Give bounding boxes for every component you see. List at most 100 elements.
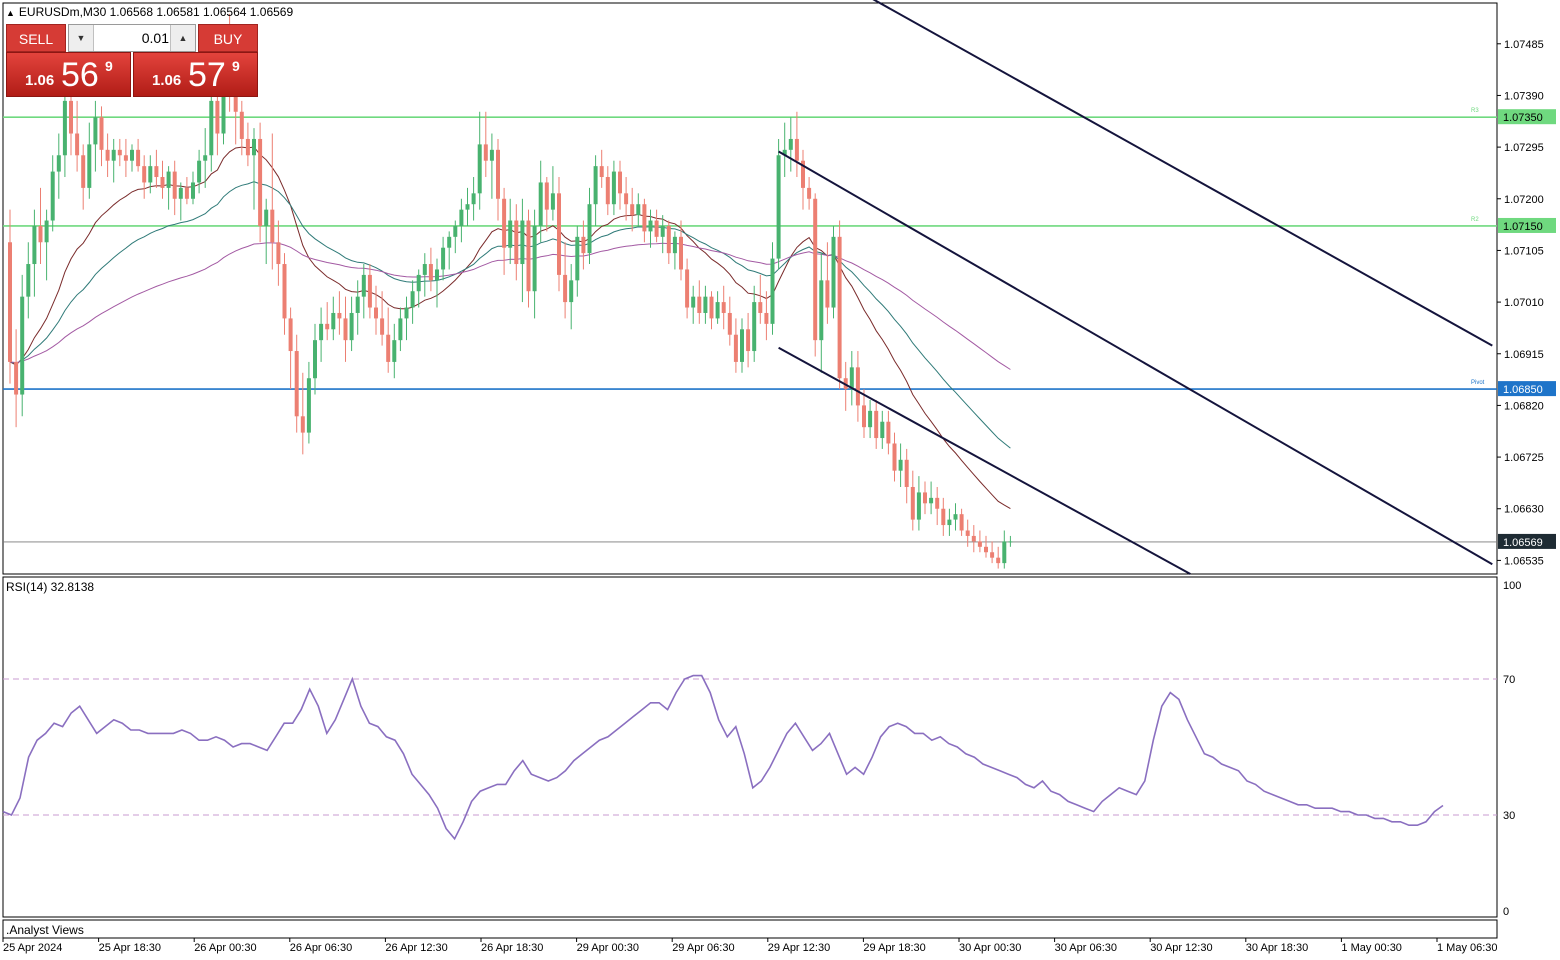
level-tag: R3	[1471, 108, 1479, 114]
price-tick-label: 1.07200	[1504, 194, 1544, 206]
time-tick-label: 1 May 00:30	[1341, 942, 1402, 954]
candle-body	[575, 236, 580, 281]
candle-body	[666, 225, 671, 254]
candle-body	[959, 514, 964, 531]
candle-body	[477, 144, 482, 194]
candle-body	[386, 334, 391, 362]
candle-body	[392, 340, 397, 362]
candle-body	[276, 242, 281, 265]
candle-body	[282, 264, 287, 319]
candle-body	[459, 209, 464, 226]
sell-price-quote[interactable]: 1.06 56 9	[6, 52, 131, 97]
candle-body	[343, 318, 348, 341]
candle-body	[788, 138, 793, 150]
candle-body	[435, 269, 439, 281]
time-axis	[2, 938, 1438, 942]
candle-body	[520, 220, 525, 265]
candle-body	[752, 302, 757, 352]
candle-body	[636, 204, 641, 216]
candle-body	[197, 160, 202, 183]
time-tick-label: 29 Apr 12:30	[768, 942, 830, 954]
level-price-box	[1498, 381, 1556, 397]
candle-body	[990, 552, 995, 558]
symbol-label: EURUSDm,M30	[18, 5, 107, 19]
candle-body	[557, 193, 561, 275]
candle-body	[8, 242, 12, 362]
level-price-box	[1498, 109, 1556, 125]
candle-body	[56, 155, 61, 172]
candle-body	[941, 508, 946, 526]
candle-body	[300, 416, 305, 433]
time-tick-label: 30 Apr 12:30	[1150, 942, 1212, 954]
time-tick-label: 29 Apr 18:30	[863, 942, 925, 954]
candle-body	[892, 443, 897, 471]
candle-body	[898, 459, 903, 471]
buy-button[interactable]: BUY	[198, 24, 258, 52]
candle-body	[361, 274, 366, 297]
current-price-label: 1.06569	[1503, 537, 1543, 549]
candle-body	[611, 171, 616, 205]
candle-body	[355, 296, 360, 313]
candle-body	[172, 171, 177, 199]
candle-body	[32, 225, 37, 265]
candle-body	[862, 405, 866, 428]
candle-body	[715, 302, 720, 319]
candle-body	[331, 312, 336, 330]
candle-body	[563, 274, 568, 303]
candle-body	[953, 514, 958, 520]
main-pane-frame	[2, 2, 1498, 575]
candle-body	[288, 318, 293, 352]
rsi-tick-label: 100	[1503, 580, 1521, 592]
candle-body	[294, 351, 299, 417]
candle-body	[532, 225, 537, 292]
buy-price-quote[interactable]: 1.06 57 9	[133, 52, 258, 97]
level-tag: R2	[1471, 217, 1479, 223]
candle-body	[758, 302, 763, 313]
sell-button[interactable]: SELL	[6, 24, 66, 52]
candle-body	[965, 530, 970, 536]
candle-body	[191, 182, 195, 199]
current-price-box	[1498, 533, 1556, 549]
candle-body	[349, 312, 354, 341]
level-price-label: 1.06850	[1503, 384, 1543, 396]
candle-body	[703, 296, 708, 313]
candle-body	[465, 204, 470, 210]
candle-body	[160, 177, 165, 188]
candle-body	[819, 280, 824, 341]
candle-body	[984, 546, 988, 553]
time-tick-label: 30 Apr 00:30	[959, 942, 1021, 954]
candle-body	[801, 160, 805, 188]
lot-size-field: ▼ 0.01 ▲	[68, 24, 196, 52]
channel-middle-line	[778, 150, 1493, 566]
candle-body	[679, 236, 683, 270]
candle-body	[325, 323, 330, 330]
time-tick-label: 26 Apr 06:30	[290, 942, 352, 954]
candle-body	[87, 144, 92, 188]
buy-price-prefix: 1.06	[152, 72, 182, 89]
candle-body	[313, 340, 317, 379]
candle-body	[1008, 541, 1013, 543]
sell-price-fraction: 9	[105, 58, 113, 74]
candle-body	[538, 182, 543, 226]
chevron-up-icon[interactable]: ▲	[170, 25, 195, 51]
price-tick-label: 1.06630	[1504, 504, 1544, 516]
collapse-triangle-icon[interactable]: ▲	[6, 8, 15, 18]
lot-size-input[interactable]: 0.01	[141, 30, 169, 46]
candle-body	[910, 486, 915, 520]
chevron-down-icon[interactable]: ▼	[69, 25, 94, 51]
candle-body	[117, 149, 122, 156]
time-tick-label: 26 Apr 12:30	[385, 942, 447, 954]
candle-body	[996, 557, 1001, 564]
candle-body	[258, 138, 263, 226]
candle-body	[569, 280, 574, 303]
channel-lower-line	[778, 346, 1191, 575]
price-tick-label: 1.06915	[1504, 349, 1544, 361]
ohlc-values: 1.06568 1.06581 1.06564 1.06569	[109, 5, 294, 19]
candle-body	[123, 155, 128, 161]
candle-body	[794, 138, 799, 161]
level-tag: Pivot	[1471, 380, 1485, 386]
candle-body	[977, 541, 982, 547]
one-click-trading-panel: SELL ▼ 0.01 ▲ BUY 1.06 56 9 1.06 57 9	[6, 24, 258, 98]
candle-body	[233, 90, 238, 112]
